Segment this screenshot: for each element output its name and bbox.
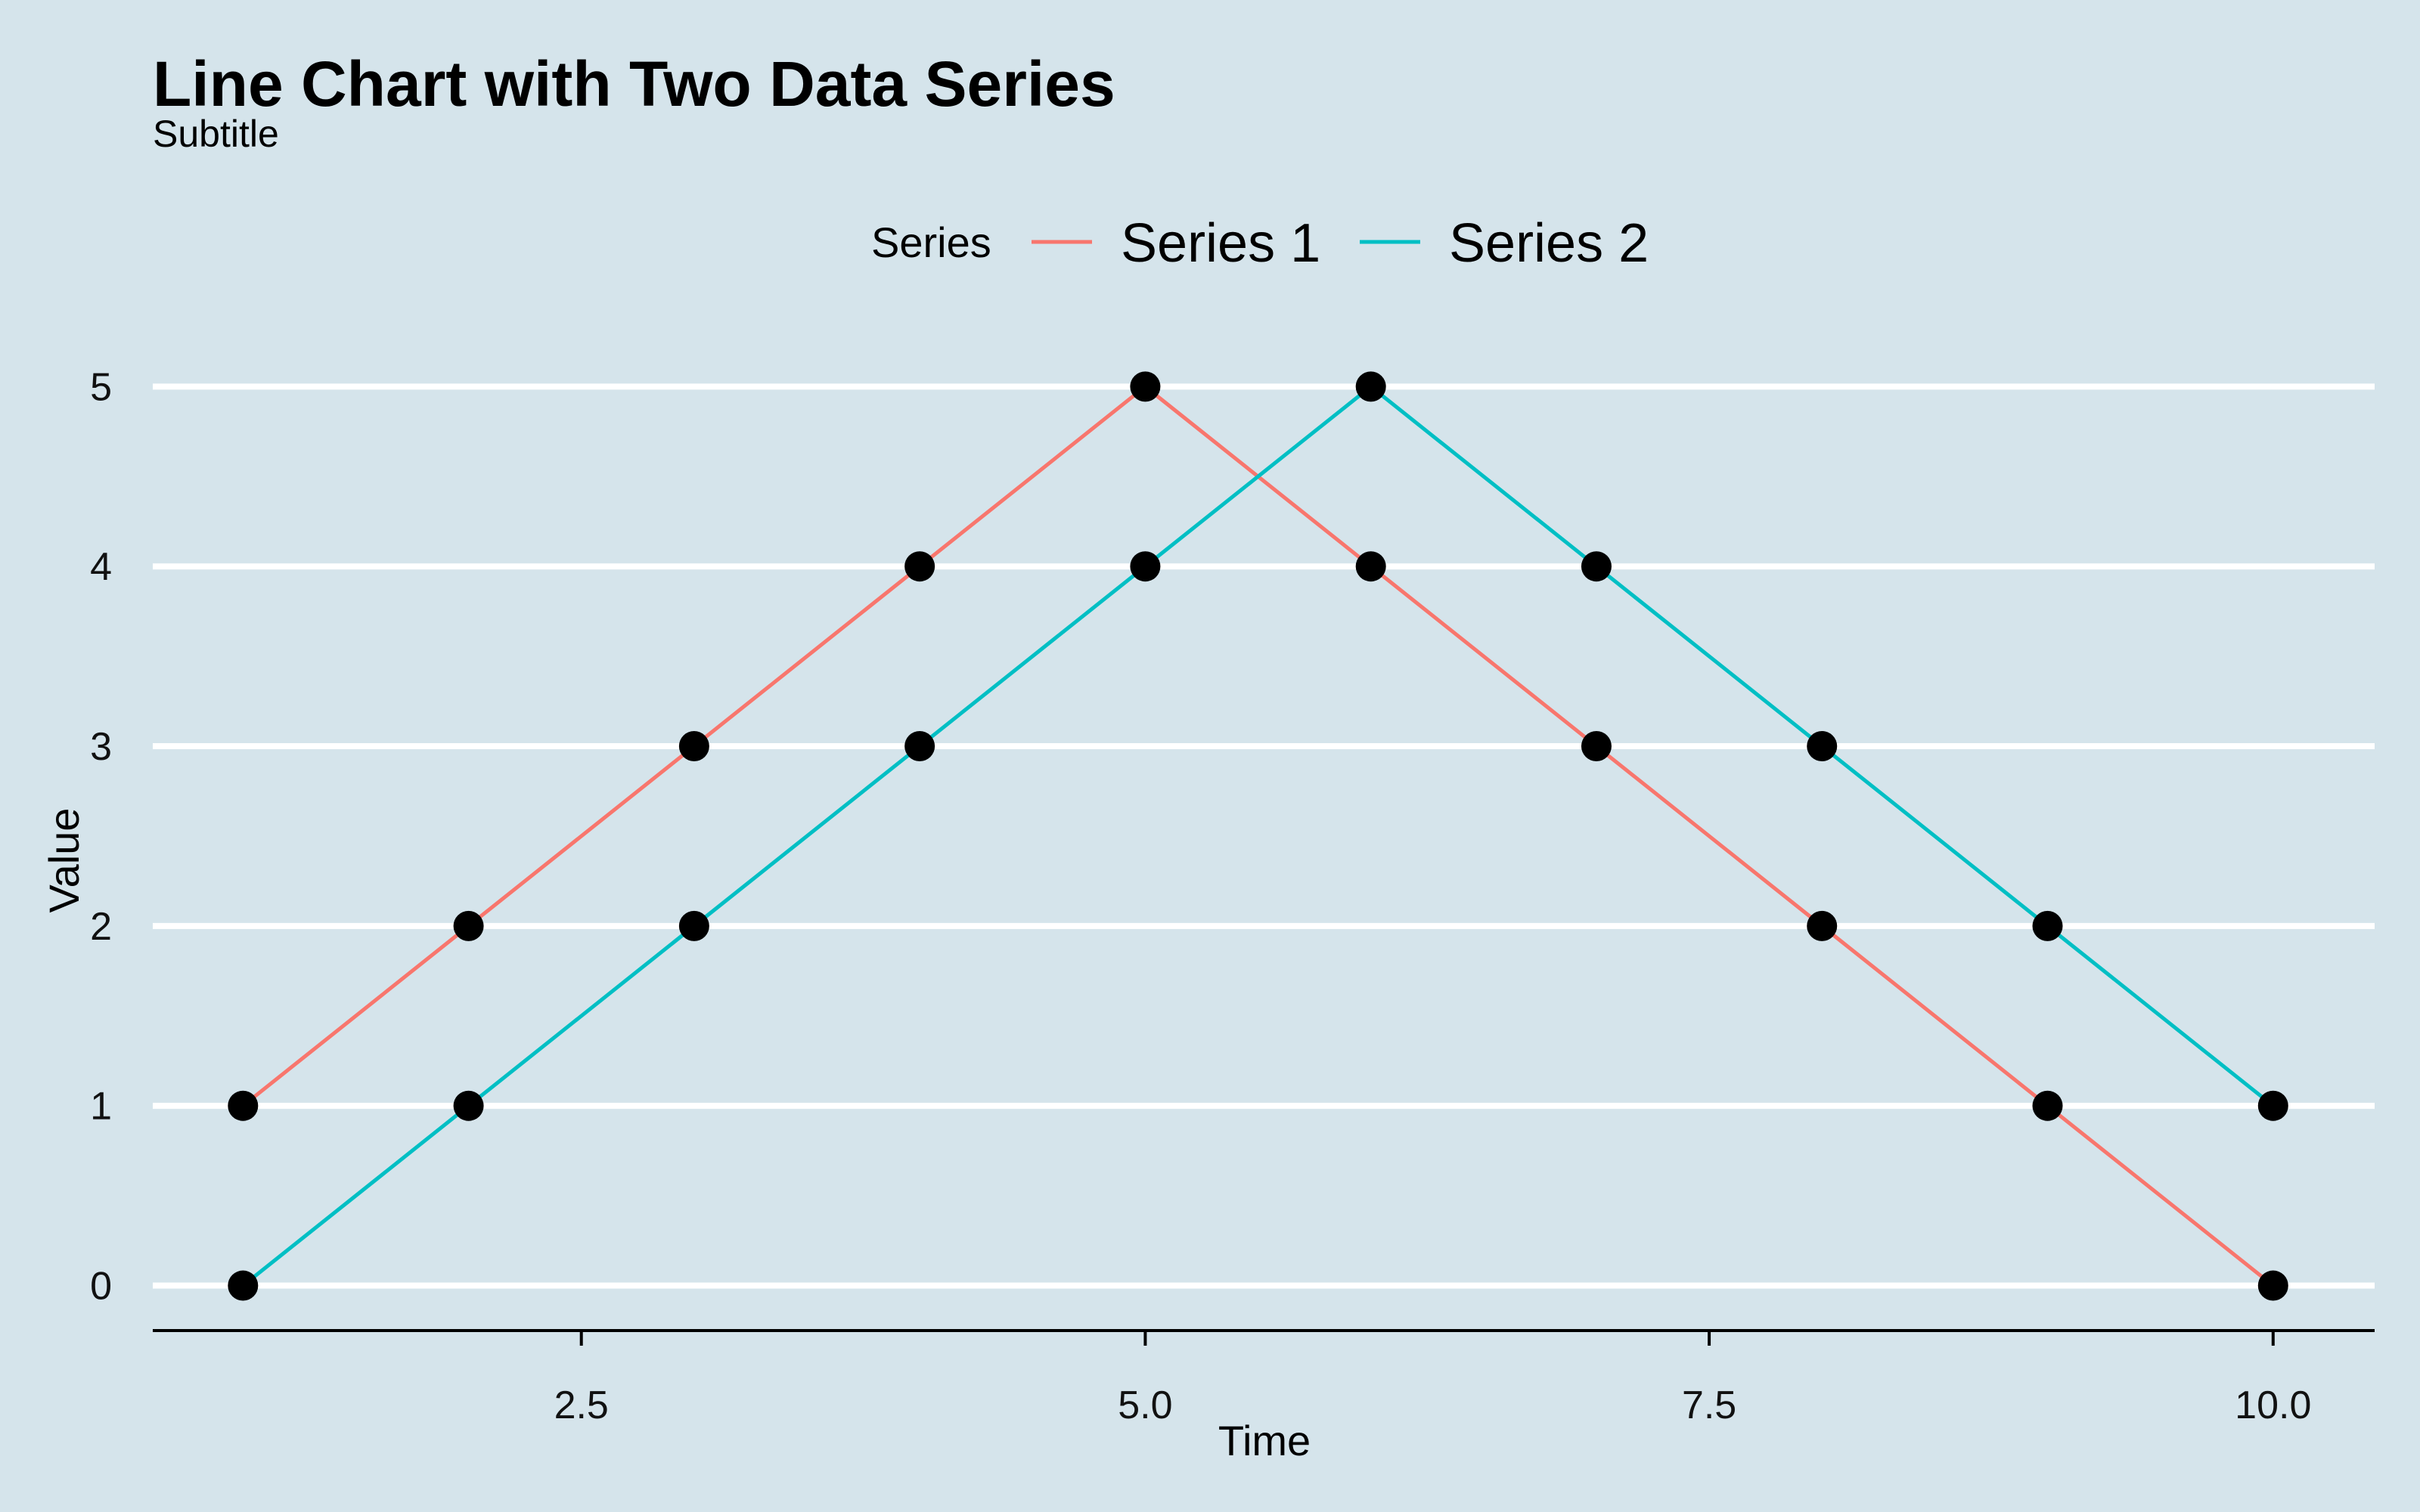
y-axis: 0 1 2 3 4 5 [90,365,112,1308]
series-line-2 [241,384,2275,1287]
legend-label-series-2: Series 2 [1449,213,1649,274]
data-point-series-1 [1581,731,1612,762]
series-lines [241,384,2275,1287]
y-tick-label: 3 [90,725,112,769]
y-tick-label: 5 [90,365,112,409]
x-tick-label: 7.5 [1682,1383,1736,1427]
y-tick-label: 0 [90,1265,112,1309]
data-point-series-1 [1807,910,1838,941]
series-line-1 [241,384,2275,1287]
data-point-series-2 [228,1270,259,1301]
x-axis: 2.5 5.0 7.5 10.0 [153,1329,2375,1427]
data-point-series-2 [1130,551,1161,582]
x-tick-label: 2.5 [554,1383,609,1427]
data-point-series-1 [453,910,484,941]
data-point-series-1 [678,731,709,762]
x-tick-label: 10.0 [2235,1383,2311,1427]
data-point-series-2 [904,731,935,762]
data-point-series-1 [1355,551,1386,582]
legend: Series Series 1 Series 2 [871,213,1649,274]
data-point-series-1 [2032,1090,2063,1121]
data-point-series-2 [1807,731,1838,762]
y-axis-title: Value [40,807,88,912]
legend-label-series-1: Series 1 [1121,213,1320,274]
y-tick-label: 2 [90,905,112,949]
data-point-series-2 [2257,1090,2288,1121]
y-tick-label: 4 [90,545,112,589]
chart-title: Line Chart with Two Data Series [153,48,1115,119]
data-point-series-2 [1581,551,1612,582]
x-tick-label: 5.0 [1118,1383,1172,1427]
legend-title: Series [871,218,991,266]
data-point-series-1 [2257,1270,2288,1301]
data-point-series-1 [904,551,935,582]
y-tick-label: 1 [90,1085,112,1129]
data-point-series-2 [453,1090,484,1121]
data-point-series-2 [1355,371,1386,402]
data-point-series-2 [2032,910,2063,941]
x-axis-title: Time [1218,1417,1311,1464]
data-point-series-1 [228,1090,259,1121]
data-points [228,371,2288,1301]
data-point-series-2 [678,910,709,941]
chart-subtitle: Subtitle [153,113,279,155]
data-point-series-1 [1130,371,1161,402]
gridlines [153,383,2375,1289]
